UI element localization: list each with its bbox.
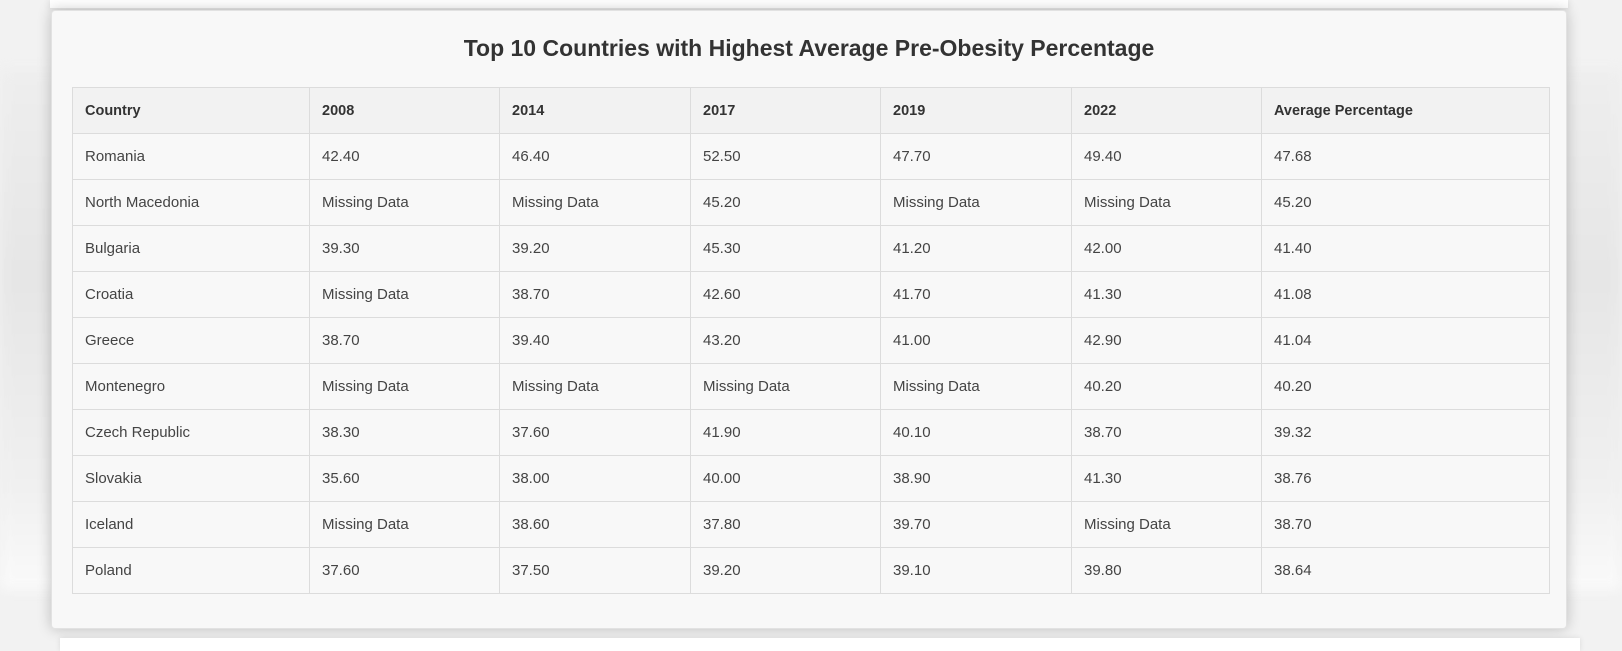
cell-2022: 41.30 — [1071, 271, 1262, 318]
cell-country: Slovakia — [72, 455, 310, 502]
table-row: Bulgaria 39.30 39.20 45.30 41.20 42.00 4… — [72, 225, 1550, 272]
table-row: Croatia Missing Data 38.70 42.60 41.70 4… — [72, 271, 1550, 318]
cell-2019: Missing Data — [880, 363, 1072, 410]
cell-2008: 42.40 — [309, 133, 500, 180]
cell-average: 41.04 — [1261, 317, 1550, 364]
cell-2017: Missing Data — [690, 363, 881, 410]
cell-average: 38.70 — [1261, 501, 1550, 548]
header-average: Average Percentage — [1261, 87, 1550, 134]
table-row: Montenegro Missing Data Missing Data Mis… — [72, 363, 1550, 410]
cell-2014: 38.60 — [499, 501, 691, 548]
cell-2022: Missing Data — [1071, 501, 1262, 548]
cell-2008: Missing Data — [309, 271, 500, 318]
cell-average: 38.76 — [1261, 455, 1550, 502]
cell-2008: 38.70 — [309, 317, 500, 364]
cell-2017: 43.20 — [690, 317, 881, 364]
cell-country: North Macedonia — [72, 179, 310, 226]
header-2022: 2022 — [1071, 87, 1262, 134]
cell-2019: 39.10 — [880, 547, 1072, 594]
cell-2019: 41.70 — [880, 271, 1072, 318]
table-row: Romania 42.40 46.40 52.50 47.70 49.40 47… — [72, 133, 1550, 180]
cell-2014: 39.40 — [499, 317, 691, 364]
cell-average: 45.20 — [1261, 179, 1550, 226]
cell-2019: 41.00 — [880, 317, 1072, 364]
cell-2022: 42.90 — [1071, 317, 1262, 364]
cell-2017: 41.90 — [690, 409, 881, 456]
cell-2022: 41.30 — [1071, 455, 1262, 502]
cell-2008: 37.60 — [309, 547, 500, 594]
cell-2008: Missing Data — [309, 501, 500, 548]
table-row: Greece 38.70 39.40 43.20 41.00 42.90 41.… — [72, 317, 1550, 364]
cell-2022: 40.20 — [1071, 363, 1262, 410]
cell-average: 39.32 — [1261, 409, 1550, 456]
table-row: Iceland Missing Data 38.60 37.80 39.70 M… — [72, 501, 1550, 548]
cell-2008: 38.30 — [309, 409, 500, 456]
cell-2014: 39.20 — [499, 225, 691, 272]
cell-country: Poland — [72, 547, 310, 594]
header-2017: 2017 — [690, 87, 881, 134]
table-header-row: Country 2008 2014 2017 2019 2022 Average… — [72, 87, 1550, 134]
cell-2022: 42.00 — [1071, 225, 1262, 272]
table-row: North Macedonia Missing Data Missing Dat… — [72, 179, 1550, 226]
table-row: Poland 37.60 37.50 39.20 39.10 39.80 38.… — [72, 547, 1550, 594]
cell-country: Montenegro — [72, 363, 310, 410]
cell-2014: Missing Data — [499, 363, 691, 410]
cell-2019: 38.90 — [880, 455, 1072, 502]
table-row: Slovakia 35.60 38.00 40.00 38.90 41.30 3… — [72, 455, 1550, 502]
cell-average: 40.20 — [1261, 363, 1550, 410]
cell-2014: 37.60 — [499, 409, 691, 456]
cell-2017: 39.20 — [690, 547, 881, 594]
cell-2019: Missing Data — [880, 179, 1072, 226]
cell-2014: 38.70 — [499, 271, 691, 318]
cell-2014: Missing Data — [499, 179, 691, 226]
header-2008: 2008 — [309, 87, 500, 134]
next-card-edge — [60, 638, 1580, 651]
cell-2022: 38.70 — [1071, 409, 1262, 456]
cell-2017: 37.80 — [690, 501, 881, 548]
cell-country: Croatia — [72, 271, 310, 318]
table-card: Top 10 Countries with Highest Average Pr… — [51, 10, 1567, 629]
data-table: Country 2008 2014 2017 2019 2022 Average… — [72, 87, 1550, 594]
cell-2017: 45.30 — [690, 225, 881, 272]
cell-2014: 38.00 — [499, 455, 691, 502]
cell-country: Czech Republic — [72, 409, 310, 456]
cell-average: 41.40 — [1261, 225, 1550, 272]
header-2019: 2019 — [880, 87, 1072, 134]
cell-country: Iceland — [72, 501, 310, 548]
cell-2019: 47.70 — [880, 133, 1072, 180]
cell-2008: 39.30 — [309, 225, 500, 272]
cell-2022: 49.40 — [1071, 133, 1262, 180]
cell-2017: 52.50 — [690, 133, 881, 180]
cell-country: Romania — [72, 133, 310, 180]
cell-2019: 41.20 — [880, 225, 1072, 272]
previous-card-edge — [50, 0, 1568, 9]
cell-country: Bulgaria — [72, 225, 310, 272]
cell-2022: Missing Data — [1071, 179, 1262, 226]
header-2014: 2014 — [499, 87, 691, 134]
table-row: Czech Republic 38.30 37.60 41.90 40.10 3… — [72, 409, 1550, 456]
cell-2014: 46.40 — [499, 133, 691, 180]
cell-2019: 40.10 — [880, 409, 1072, 456]
cell-2017: 40.00 — [690, 455, 881, 502]
cell-2017: 42.60 — [690, 271, 881, 318]
cell-country: Greece — [72, 317, 310, 364]
cell-average: 47.68 — [1261, 133, 1550, 180]
page-title: Top 10 Countries with Highest Average Pr… — [463, 35, 1155, 61]
cell-2008: Missing Data — [309, 179, 500, 226]
cell-average: 38.64 — [1261, 547, 1550, 594]
cell-2019: 39.70 — [880, 501, 1072, 548]
cell-2014: 37.50 — [499, 547, 691, 594]
cell-2017: 45.20 — [690, 179, 881, 226]
cell-2008: 35.60 — [309, 455, 500, 502]
cell-2008: Missing Data — [309, 363, 500, 410]
cell-2022: 39.80 — [1071, 547, 1262, 594]
cell-average: 41.08 — [1261, 271, 1550, 318]
header-country: Country — [72, 87, 310, 134]
